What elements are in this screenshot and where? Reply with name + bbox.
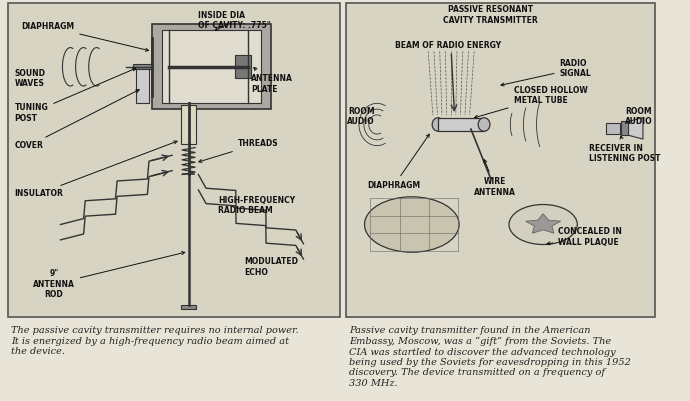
Text: INSULATOR: INSULATOR <box>14 141 177 198</box>
Text: RECEIVER IN
LISTENING POST: RECEIVER IN LISTENING POST <box>589 136 660 163</box>
Text: TUNING
POST: TUNING POST <box>14 68 136 123</box>
Bar <box>162 30 261 103</box>
Text: CONCEALED IN
WALL PLAQUE: CONCEALED IN WALL PLAQUE <box>547 227 622 247</box>
Text: Passive cavity transmitter found in the American
Embassy, Moscow, was a “gift” f: Passive cavity transmitter found in the … <box>349 326 631 388</box>
Bar <box>606 123 620 134</box>
Polygon shape <box>629 117 643 139</box>
Circle shape <box>509 205 578 245</box>
Text: SOUND
WAVES: SOUND WAVES <box>14 69 46 88</box>
Text: DIAPHRAGM: DIAPHRAGM <box>21 22 148 51</box>
Text: PASSIVE RESONANT
CAVITY TRANSMITTER: PASSIVE RESONANT CAVITY TRANSMITTER <box>443 5 538 24</box>
Bar <box>181 105 197 144</box>
Bar <box>152 24 270 109</box>
Bar <box>132 64 152 69</box>
Text: The passive cavity transmitter requires no internal power.
It is energized by a : The passive cavity transmitter requires … <box>11 326 299 356</box>
FancyBboxPatch shape <box>8 3 339 317</box>
Text: RADIO
SIGNAL: RADIO SIGNAL <box>501 59 591 86</box>
Bar <box>438 118 484 131</box>
Text: CLOSED HOLLOW
METAL TUBE: CLOSED HOLLOW METAL TUBE <box>475 86 587 118</box>
Text: ANTENNA
PLATE: ANTENNA PLATE <box>251 67 293 94</box>
Text: 9"
ANTENNA
ROD: 9" ANTENNA ROD <box>33 251 185 299</box>
Text: HIGH-FREQUENCY
RADIO BEAM: HIGH-FREQUENCY RADIO BEAM <box>218 196 295 215</box>
Bar <box>136 69 149 103</box>
Text: COVER: COVER <box>14 90 139 150</box>
Text: MODULATED
ECHO: MODULATED ECHO <box>244 257 298 277</box>
Text: BEAM OF RADIO ENERGY: BEAM OF RADIO ENERGY <box>395 41 502 50</box>
Text: DIAPHRAGM: DIAPHRAGM <box>368 134 429 190</box>
Bar <box>620 122 629 135</box>
Polygon shape <box>526 214 561 233</box>
Text: ROOM
AUDIO: ROOM AUDIO <box>348 107 375 126</box>
Bar <box>235 55 251 78</box>
Text: WIRE
ANTENNA: WIRE ANTENNA <box>474 160 516 196</box>
Text: ROOM
AUDIO: ROOM AUDIO <box>624 107 652 126</box>
Text: THREADS: THREADS <box>199 139 279 162</box>
Bar <box>181 304 197 309</box>
Ellipse shape <box>432 118 444 131</box>
Circle shape <box>364 197 459 252</box>
FancyBboxPatch shape <box>346 3 655 317</box>
Ellipse shape <box>478 118 490 131</box>
Text: INSIDE DIA
OF CAVITY: .775": INSIDE DIA OF CAVITY: .775" <box>199 11 271 30</box>
